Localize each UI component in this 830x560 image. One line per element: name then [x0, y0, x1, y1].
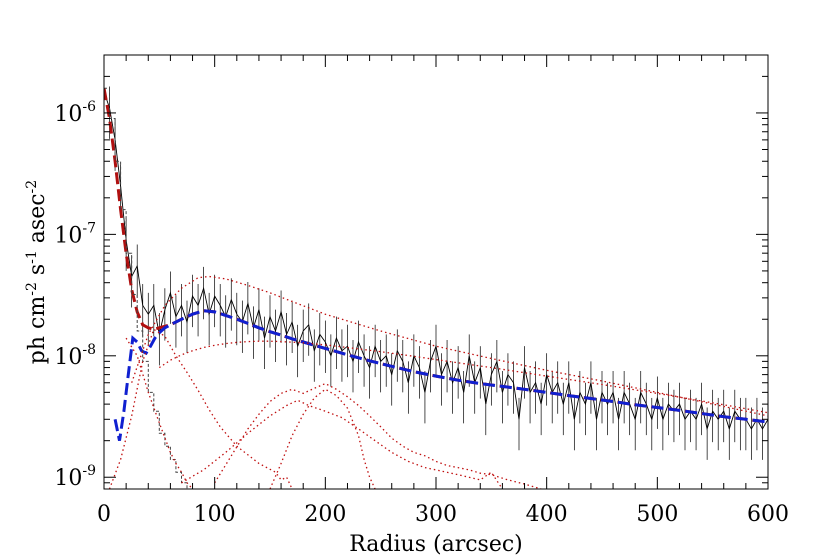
- y-axis-title-base: ph cm: [25, 296, 50, 365]
- y-axis-title: ph cm-2 s-1 asec-2: [24, 180, 50, 364]
- series-component-4: [108, 328, 293, 489]
- y-axis-title-mid1: s: [25, 264, 50, 282]
- series-component-7: [269, 388, 376, 489]
- series-psf-step: [104, 87, 190, 489]
- y-tick-label: 10-7: [54, 220, 96, 248]
- series-layer: [104, 70, 768, 489]
- series-component-3: [125, 337, 193, 489]
- y-tick-label: 10-6: [54, 99, 96, 127]
- x-axis-title: Radius (arcsec): [349, 532, 523, 557]
- y-axis-title-exp1: -2: [24, 282, 40, 296]
- y-axis-title-mid2: asec: [25, 193, 50, 250]
- series-component-6: [214, 382, 542, 489]
- y-axis-title-exp3: -2: [24, 180, 40, 194]
- y-axis-title-exp2: -1: [24, 250, 40, 264]
- x-tick-label: 600: [747, 502, 789, 527]
- series-component-5: [181, 399, 503, 489]
- tick-labels: 0 100 200 300 400 500 600 10-6 10-7 10-8 10-9: [54, 99, 789, 527]
- axis-ticks: [103, 54, 769, 490]
- series-observed: [104, 91, 768, 431]
- x-tick-label: 300: [415, 502, 457, 527]
- series-component-1: [131, 275, 768, 417]
- y-tick-label: 10-8: [54, 342, 96, 370]
- x-tick-label: 500: [636, 502, 678, 527]
- x-tick-label: 100: [194, 502, 236, 527]
- y-tick-label: 10-9: [54, 463, 96, 491]
- series-cluster-model: [113, 309, 768, 442]
- x-tick-label: 200: [304, 502, 346, 527]
- x-tick-label: 0: [97, 502, 111, 527]
- x-tick-label: 400: [526, 502, 568, 527]
